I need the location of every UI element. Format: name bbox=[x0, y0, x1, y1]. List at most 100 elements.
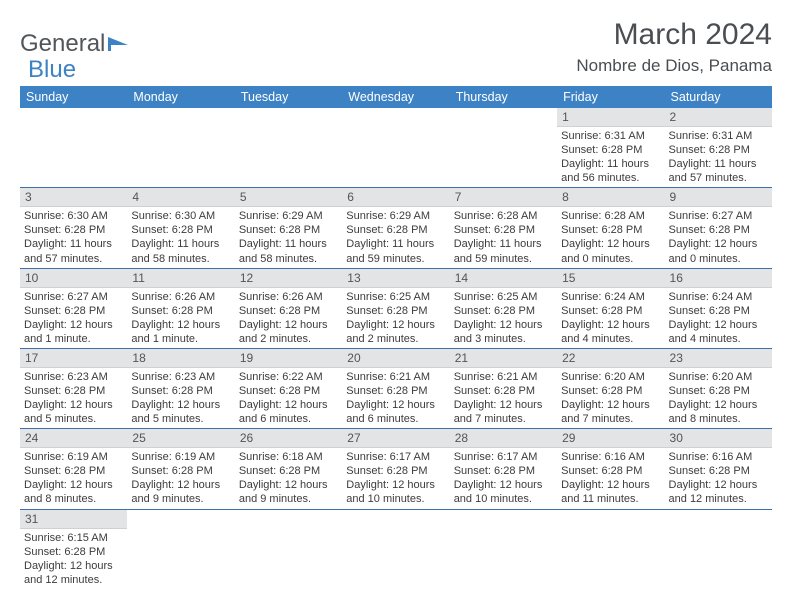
col-wednesday: Wednesday bbox=[342, 86, 449, 108]
sunset-text: Sunset: 6:28 PM bbox=[239, 464, 338, 478]
daylight-text: Daylight: 11 hours and 58 minutes. bbox=[239, 237, 338, 265]
daylight-text: Daylight: 11 hours and 56 minutes. bbox=[561, 157, 660, 185]
sunrise-text: Sunrise: 6:29 AM bbox=[239, 209, 338, 223]
daylight-text: Daylight: 12 hours and 2 minutes. bbox=[346, 318, 445, 346]
day-number: 16 bbox=[665, 269, 772, 288]
daylight-text: Daylight: 12 hours and 7 minutes. bbox=[454, 398, 553, 426]
day-number: 19 bbox=[235, 349, 342, 368]
logo-flag-icon bbox=[105, 30, 130, 58]
day-number: 1 bbox=[557, 108, 664, 127]
day-number: 6 bbox=[342, 188, 449, 207]
sunrise-text: Sunrise: 6:29 AM bbox=[346, 209, 445, 223]
sunset-text: Sunset: 6:28 PM bbox=[346, 304, 445, 318]
day-number: 18 bbox=[127, 349, 234, 368]
calendar-week-row: 3Sunrise: 6:30 AMSunset: 6:28 PMDaylight… bbox=[20, 188, 772, 268]
calendar-cell bbox=[450, 108, 557, 188]
daylight-text: Daylight: 12 hours and 10 minutes. bbox=[346, 478, 445, 506]
day-number: 23 bbox=[665, 349, 772, 368]
day-number bbox=[557, 510, 664, 514]
daylight-text: Daylight: 11 hours and 57 minutes. bbox=[669, 157, 768, 185]
day-number: 30 bbox=[665, 429, 772, 448]
day-details: Sunrise: 6:16 AMSunset: 6:28 PMDaylight:… bbox=[557, 448, 664, 508]
sunset-text: Sunset: 6:28 PM bbox=[454, 464, 553, 478]
calendar-cell: 13Sunrise: 6:25 AMSunset: 6:28 PMDayligh… bbox=[342, 268, 449, 348]
daylight-text: Daylight: 11 hours and 59 minutes. bbox=[346, 237, 445, 265]
day-details: Sunrise: 6:26 AMSunset: 6:28 PMDaylight:… bbox=[235, 288, 342, 348]
sunrise-text: Sunrise: 6:19 AM bbox=[24, 450, 123, 464]
sunrise-text: Sunrise: 6:17 AM bbox=[346, 450, 445, 464]
sunset-text: Sunset: 6:28 PM bbox=[346, 223, 445, 237]
daylight-text: Daylight: 12 hours and 1 minute. bbox=[24, 318, 123, 346]
day-details: Sunrise: 6:19 AMSunset: 6:28 PMDaylight:… bbox=[20, 448, 127, 508]
day-details: Sunrise: 6:20 AMSunset: 6:28 PMDaylight:… bbox=[557, 368, 664, 428]
sunrise-text: Sunrise: 6:31 AM bbox=[669, 129, 768, 143]
day-details: Sunrise: 6:28 AMSunset: 6:28 PMDaylight:… bbox=[557, 207, 664, 267]
calendar-cell: 6 Sunrise: 6:29 AMSunset: 6:28 PMDaylight… bbox=[342, 188, 449, 268]
day-details: Sunrise: 6:23 AMSunset: 6:28 PMDaylight:… bbox=[20, 368, 127, 428]
daylight-text: Daylight: 11 hours and 58 minutes. bbox=[131, 237, 230, 265]
daylight-text: Daylight: 12 hours and 5 minutes. bbox=[24, 398, 123, 426]
sunset-text: Sunset: 6:28 PM bbox=[131, 464, 230, 478]
calendar-cell: 16Sunrise: 6:24 AMSunset: 6:28 PMDayligh… bbox=[665, 268, 772, 348]
daylight-text: Daylight: 12 hours and 12 minutes. bbox=[24, 559, 123, 587]
calendar-cell: 15Sunrise: 6:24 AMSunset: 6:28 PMDayligh… bbox=[557, 268, 664, 348]
daylight-text: Daylight: 12 hours and 0 minutes. bbox=[561, 237, 660, 265]
sunset-text: Sunset: 6:28 PM bbox=[669, 223, 768, 237]
day-details: Sunrise: 6:27 AMSunset: 6:28 PMDaylight:… bbox=[665, 207, 772, 267]
calendar-header-row: Sunday Monday Tuesday Wednesday Thursday… bbox=[20, 86, 772, 108]
daylight-text: Daylight: 12 hours and 6 minutes. bbox=[239, 398, 338, 426]
col-sunday: Sunday bbox=[20, 86, 127, 108]
day-number: 29 bbox=[557, 429, 664, 448]
sunset-text: Sunset: 6:28 PM bbox=[239, 223, 338, 237]
day-number: 24 bbox=[20, 429, 127, 448]
sunrise-text: Sunrise: 6:30 AM bbox=[131, 209, 230, 223]
sunset-text: Sunset: 6:28 PM bbox=[239, 384, 338, 398]
daylight-text: Daylight: 12 hours and 6 minutes. bbox=[346, 398, 445, 426]
sunset-text: Sunset: 6:28 PM bbox=[346, 464, 445, 478]
day-number bbox=[20, 108, 127, 112]
day-details: Sunrise: 6:26 AMSunset: 6:28 PMDaylight:… bbox=[127, 288, 234, 348]
day-number bbox=[127, 510, 234, 514]
day-details: Sunrise: 6:23 AMSunset: 6:28 PMDaylight:… bbox=[127, 368, 234, 428]
day-number: 12 bbox=[235, 269, 342, 288]
day-number: 25 bbox=[127, 429, 234, 448]
calendar-cell: 18Sunrise: 6:23 AMSunset: 6:28 PMDayligh… bbox=[127, 348, 234, 428]
day-number: 10 bbox=[20, 269, 127, 288]
day-number: 9 bbox=[665, 188, 772, 207]
day-details: Sunrise: 6:27 AMSunset: 6:28 PMDaylight:… bbox=[20, 288, 127, 348]
day-details: Sunrise: 6:19 AMSunset: 6:28 PMDaylight:… bbox=[127, 448, 234, 508]
month-title: March 2024 bbox=[576, 18, 772, 52]
day-number: 22 bbox=[557, 349, 664, 368]
calendar-cell: 19Sunrise: 6:22 AMSunset: 6:28 PMDayligh… bbox=[235, 348, 342, 428]
col-saturday: Saturday bbox=[665, 86, 772, 108]
sunset-text: Sunset: 6:28 PM bbox=[24, 464, 123, 478]
sunset-text: Sunset: 6:28 PM bbox=[24, 384, 123, 398]
day-details: Sunrise: 6:20 AMSunset: 6:28 PMDaylight:… bbox=[665, 368, 772, 428]
daylight-text: Daylight: 12 hours and 1 minute. bbox=[131, 318, 230, 346]
day-number bbox=[235, 108, 342, 112]
sunrise-text: Sunrise: 6:21 AM bbox=[346, 370, 445, 384]
calendar-cell bbox=[450, 509, 557, 589]
sunset-text: Sunset: 6:28 PM bbox=[346, 384, 445, 398]
day-number: 27 bbox=[342, 429, 449, 448]
calendar-cell: 27 Sunrise: 6:17 AMSunset: 6:28 PMDayligh… bbox=[342, 429, 449, 509]
sunrise-text: Sunrise: 6:26 AM bbox=[131, 290, 230, 304]
sunrise-text: Sunrise: 6:23 AM bbox=[24, 370, 123, 384]
calendar-cell: 5Sunrise: 6:29 AMSunset: 6:28 PMDaylight… bbox=[235, 188, 342, 268]
sunset-text: Sunset: 6:28 PM bbox=[131, 223, 230, 237]
sunrise-text: Sunrise: 6:25 AM bbox=[346, 290, 445, 304]
sunrise-text: Sunrise: 6:28 AM bbox=[561, 209, 660, 223]
calendar-cell: 3Sunrise: 6:30 AMSunset: 6:28 PMDaylight… bbox=[20, 188, 127, 268]
day-details: Sunrise: 6:21 AMSunset: 6:28 PMDaylight:… bbox=[342, 368, 449, 428]
sunset-text: Sunset: 6:28 PM bbox=[669, 464, 768, 478]
day-number bbox=[450, 108, 557, 112]
day-details: Sunrise: 6:21 AMSunset: 6:28 PMDaylight:… bbox=[450, 368, 557, 428]
calendar-cell bbox=[342, 509, 449, 589]
sunset-text: Sunset: 6:28 PM bbox=[561, 304, 660, 318]
daylight-text: Daylight: 12 hours and 4 minutes. bbox=[561, 318, 660, 346]
daylight-text: Daylight: 12 hours and 9 minutes. bbox=[239, 478, 338, 506]
sunset-text: Sunset: 6:28 PM bbox=[561, 143, 660, 157]
calendar-cell bbox=[235, 108, 342, 188]
day-number bbox=[235, 510, 342, 514]
sunset-text: Sunset: 6:28 PM bbox=[454, 223, 553, 237]
